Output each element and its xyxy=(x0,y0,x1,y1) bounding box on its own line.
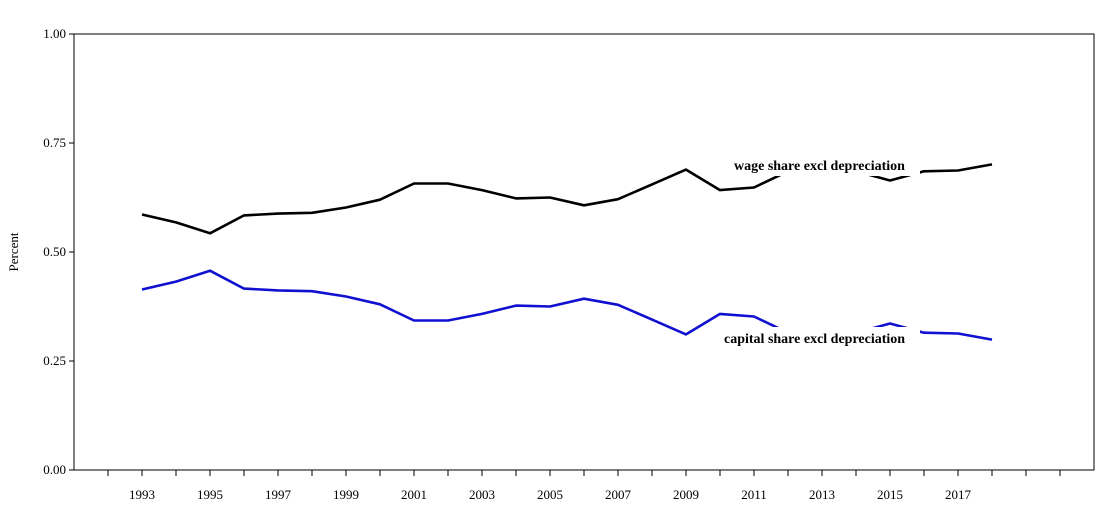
plot-frame xyxy=(73,33,1095,471)
x-tick-label: 2017 xyxy=(945,487,972,502)
series-label-capital-share: capital share excl depreciation xyxy=(724,332,905,347)
y-tick-label: 0.75 xyxy=(43,135,66,150)
x-tick-label: 1997 xyxy=(265,487,292,502)
x-tick-label: 2011 xyxy=(741,487,767,502)
y-tick-label: 0.25 xyxy=(43,353,66,368)
series-label-background-wage xyxy=(726,154,920,176)
x-tick-label: 2013 xyxy=(809,487,835,502)
y-axis-title: Percent xyxy=(6,232,21,271)
x-axis: 1993 1995 1997 1999 2001 2003 2005 2007 2009 2011… xyxy=(107,470,1061,502)
series-label-background-capital xyxy=(718,327,920,349)
x-tick-label: 1999 xyxy=(333,487,359,502)
x-tick-label: 2005 xyxy=(537,487,563,502)
y-tick-label: 1.00 xyxy=(43,26,66,41)
series-label-wage-share: wage share excl depreciation xyxy=(734,159,905,174)
x-tick-label: 2007 xyxy=(605,487,632,502)
series-lines xyxy=(141,163,993,341)
x-tick-label: 1993 xyxy=(129,487,155,502)
y-axis: 0.00 0.25 0.50 0.75 1.00 xyxy=(43,26,74,477)
x-tick-label: 2001 xyxy=(401,487,427,502)
y-tick-label: 0.00 xyxy=(43,462,66,477)
x-tick-label: 2003 xyxy=(469,487,495,502)
x-tick-label: 2015 xyxy=(877,487,903,502)
x-tick-label: 1995 xyxy=(197,487,223,502)
x-tick-label: 2009 xyxy=(673,487,699,502)
y-tick-label: 0.50 xyxy=(43,244,66,259)
